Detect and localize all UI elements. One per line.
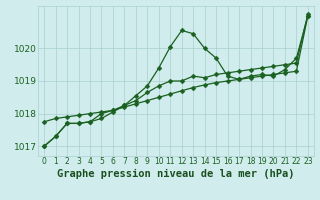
X-axis label: Graphe pression niveau de la mer (hPa): Graphe pression niveau de la mer (hPa) <box>57 169 295 179</box>
